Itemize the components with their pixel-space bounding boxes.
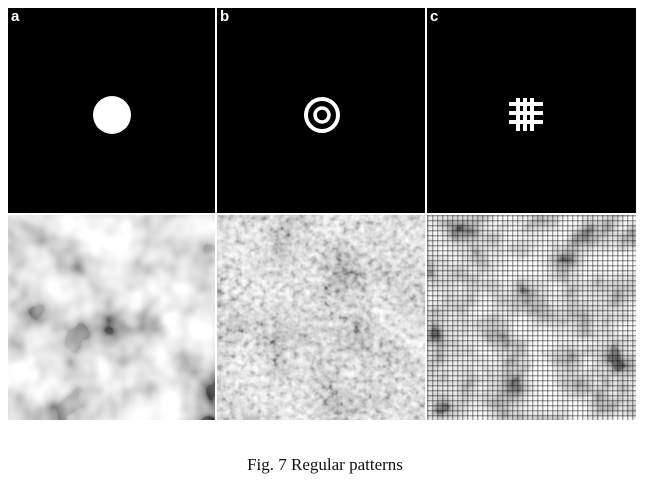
panel-b-texture <box>217 215 425 420</box>
filled-disc <box>93 96 131 134</box>
hash-grid <box>509 98 543 131</box>
panel-label-a: a <box>11 8 20 25</box>
panel-a-texture <box>8 215 215 420</box>
concentric-rings <box>304 97 340 133</box>
figure-caption: Fig. 7 Regular patterns <box>247 455 403 474</box>
panel-a-pattern: a <box>8 8 215 213</box>
panel-c-pattern: c <box>427 8 636 213</box>
panel-b-pattern: b <box>217 8 425 213</box>
figure: a b c <box>8 8 636 420</box>
panel-label-c: c <box>430 8 439 25</box>
panel-c-texture <box>427 215 636 420</box>
panel-label-b: b <box>220 8 230 25</box>
